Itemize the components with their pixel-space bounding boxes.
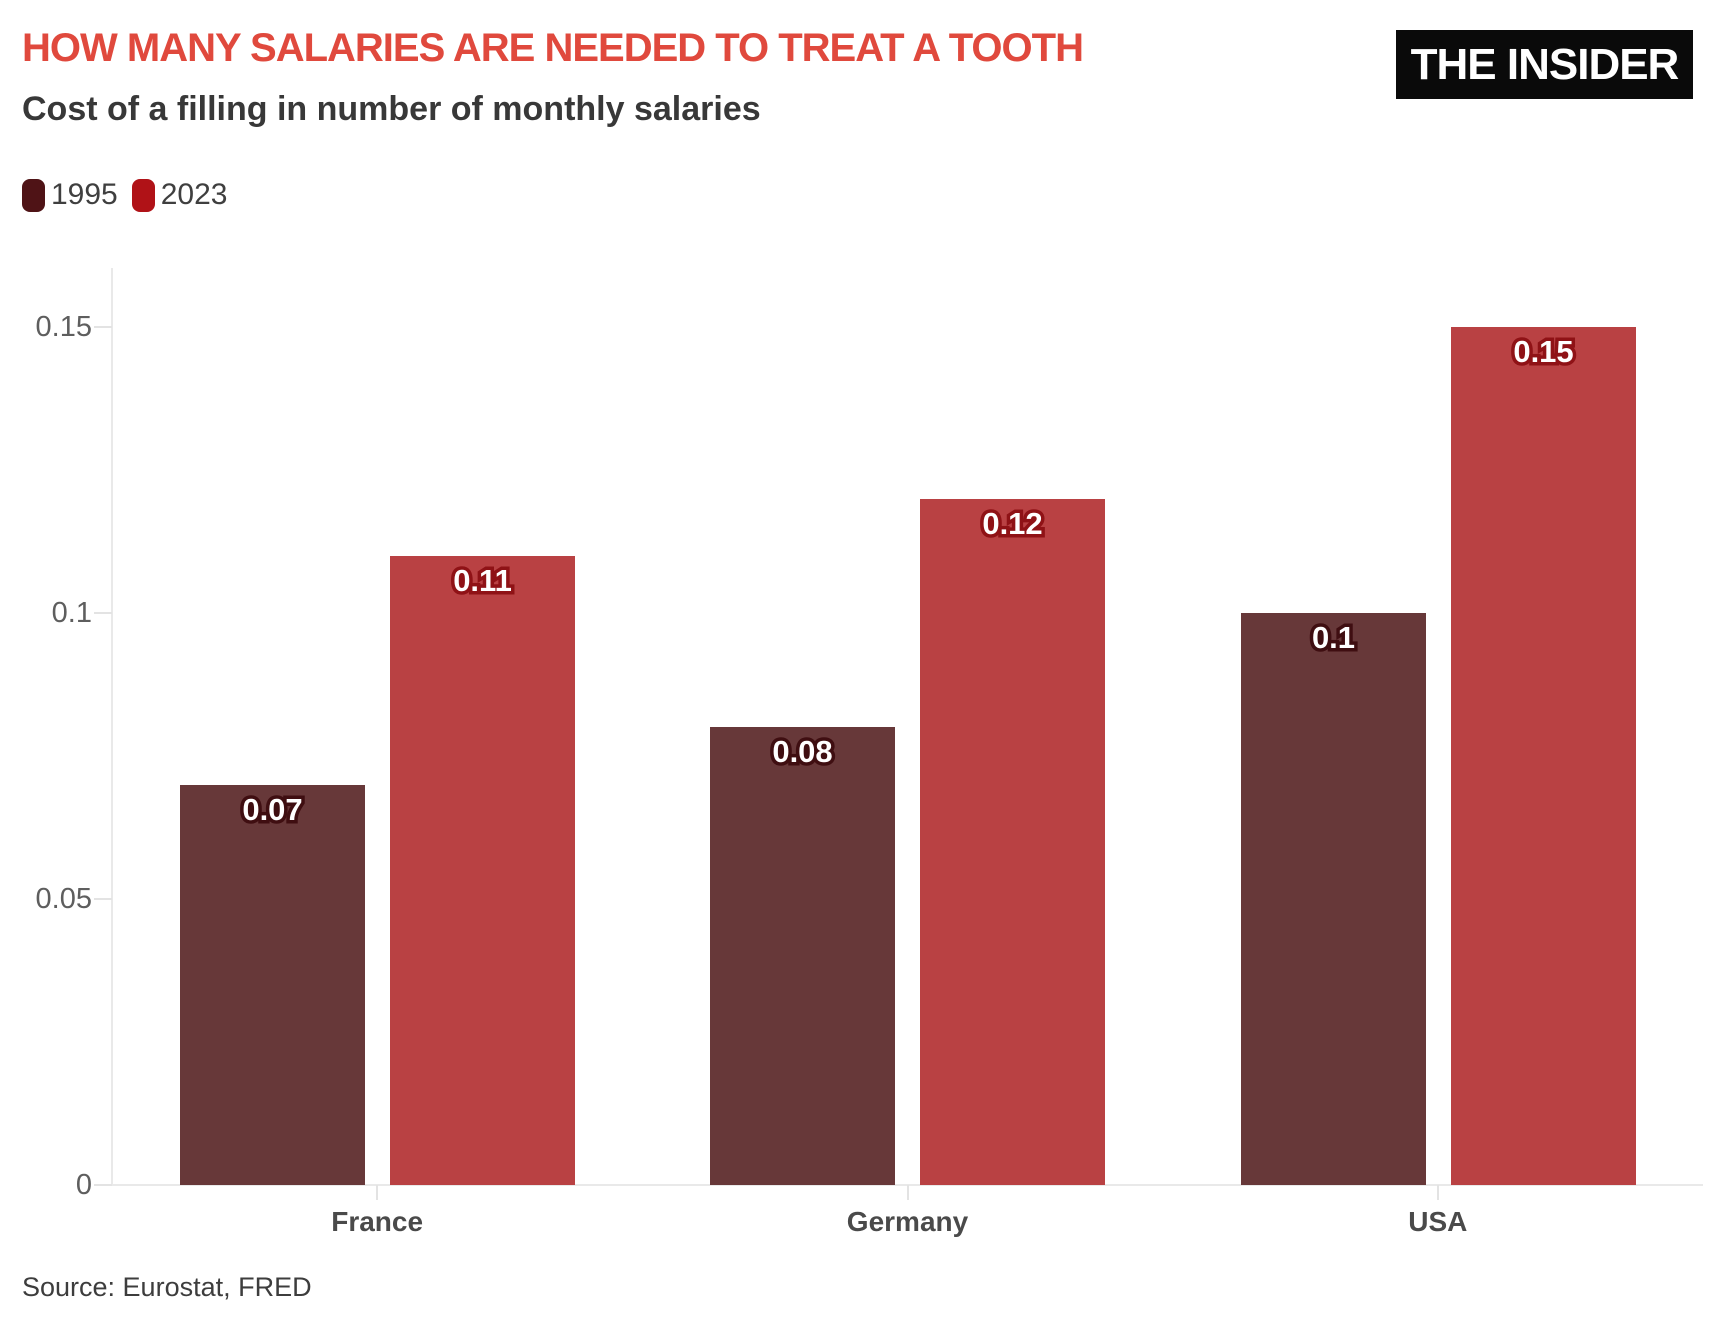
y-axis-line — [111, 268, 113, 1185]
legend-label-2023: 2023 — [160, 178, 228, 211]
y-tick-mark — [94, 326, 112, 328]
x-category-label-France: France — [331, 1206, 424, 1237]
bar-value-label: 0.12 0.12 — [979, 503, 1046, 544]
y-tick-mark — [94, 612, 112, 614]
y-tick-mark — [94, 1184, 112, 1186]
legend-swatch-2023 — [131, 178, 155, 212]
bar-1995-USA: 0.1 0.1 — [1241, 613, 1426, 1185]
bar-2023-Germany: 0.12 0.12 — [920, 499, 1105, 1185]
x-category-label-Germany: Germany — [846, 1206, 969, 1237]
bar-value-label: 0.1 0.1 — [1308, 617, 1358, 658]
y-tick-label: 0 — [75, 1169, 92, 1201]
bar-value-label: 0.08 0.08 — [769, 731, 836, 772]
x-tick-mark — [906, 1185, 909, 1200]
bar-1995-Germany: 0.08 0.08 — [710, 727, 895, 1185]
bar-2023-France: 0.11 0.11 — [390, 556, 575, 1185]
bar-2023-USA: 0.15 0.15 — [1451, 327, 1636, 1185]
x-tick-mark — [376, 1185, 379, 1200]
y-tick-mark — [94, 898, 112, 900]
x-category-label-USA: USA — [1408, 1206, 1468, 1237]
bar-value-label: 0.15 0.15 — [1510, 331, 1577, 372]
y-tick-label: 0.15 — [35, 311, 92, 343]
brand-logo-text: THE INSIDER — [1410, 39, 1680, 89]
bar-1995-France: 0.07 0.07 — [180, 785, 365, 1185]
chart-subtitle: Cost of a filling in number of monthly s… — [22, 90, 761, 128]
source-note: Source: Eurostat, FRED — [22, 1272, 312, 1302]
bar-value-label: 0.11 0.11 — [450, 560, 516, 601]
y-tick-label: 0.1 — [51, 597, 92, 629]
y-tick-label: 0.05 — [35, 883, 92, 915]
legend-label-1995: 1995 — [51, 178, 118, 211]
brand-logo: THE INSIDER — [1396, 30, 1693, 99]
bar-value-label: 0.07 0.07 — [239, 789, 306, 830]
legend-swatch-1995 — [22, 178, 45, 212]
legend-item-2023: 2023 — [131, 178, 228, 212]
legend-item-1995: 1995 — [22, 178, 118, 212]
x-axis-line — [94, 1184, 1703, 1186]
page-title: HOW MANY SALARIES ARE NEEDED TO TREAT A … — [22, 26, 1084, 70]
x-tick-mark — [1436, 1185, 1439, 1200]
chart-legend: 1995 2023 — [22, 178, 228, 212]
